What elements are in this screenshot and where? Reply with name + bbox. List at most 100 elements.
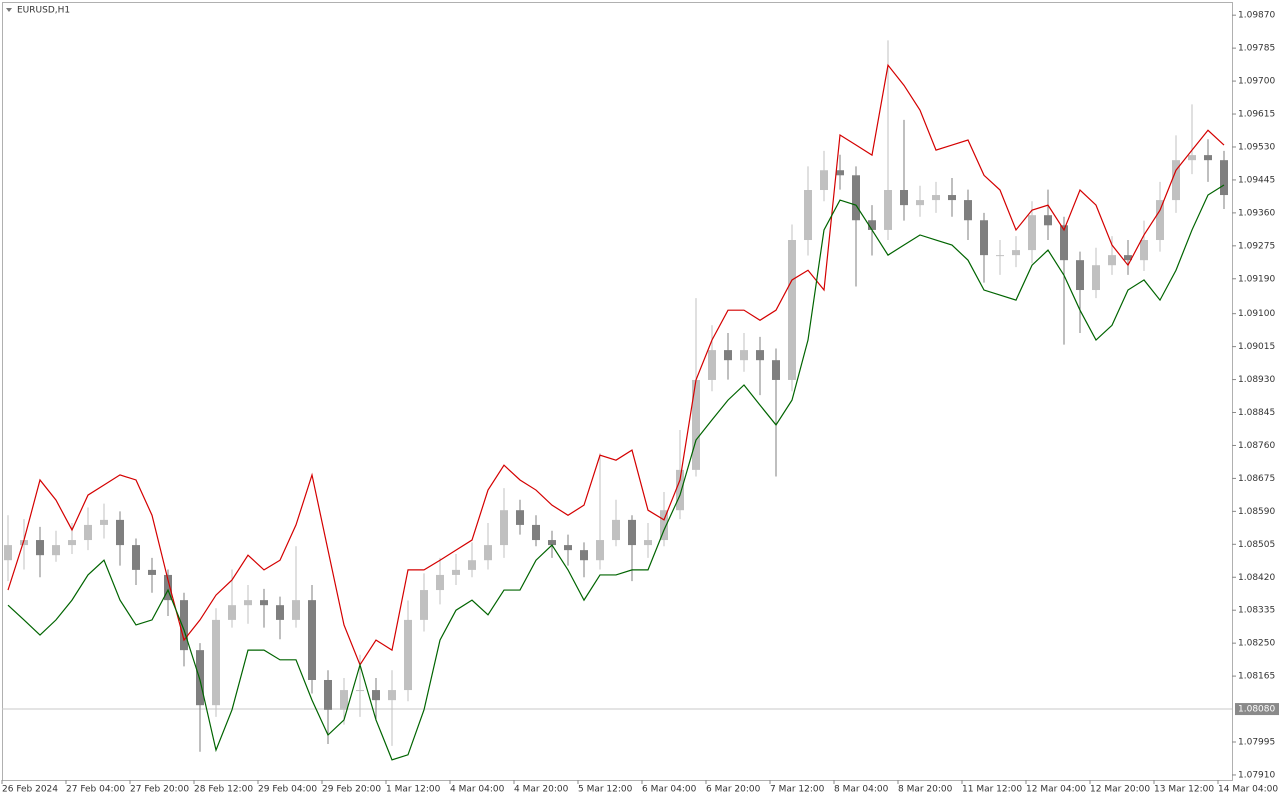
candle-body (884, 190, 892, 230)
candle-body (52, 545, 60, 556)
candle-body (324, 679, 332, 710)
y-tick-label: 1.09700 (1238, 77, 1275, 87)
candle-body (116, 519, 124, 546)
candle-body (484, 545, 492, 561)
candle-body (244, 600, 252, 606)
y-tick-label: 1.09100 (1238, 309, 1275, 319)
candle-body (1172, 160, 1180, 201)
candle-body (516, 510, 524, 525)
candle-body (948, 195, 956, 201)
y-tick-label: 1.09615 (1238, 110, 1275, 120)
candle-body (468, 560, 476, 570)
candle-body (292, 600, 300, 620)
candle-body (628, 519, 636, 546)
y-tick-label: 1.08675 (1238, 474, 1275, 484)
candle-body (612, 519, 620, 541)
y-tick-label: 1.07910 (1238, 770, 1275, 780)
candle-body (820, 170, 828, 191)
x-tick-label: 27 Feb 20:00 (130, 785, 189, 795)
y-tick-label: 1.09360 (1238, 208, 1275, 218)
candle-body (228, 605, 236, 620)
y-tick-label: 1.07995 (1238, 738, 1275, 748)
marks: 1.09870 1.09785 1.09700 1.09615 1.09530 1.094… (1, 11, 1279, 795)
candle-body (740, 350, 748, 361)
y-tick-label: 1.08845 (1238, 408, 1275, 418)
y-tick-label: 1.08590 (1238, 507, 1275, 517)
x-tick-label: 14 Mar 04:00 (1218, 785, 1278, 795)
candle-body (500, 510, 508, 546)
candle-body (1060, 225, 1068, 261)
candle-body (100, 519, 108, 525)
y-tick-label: 1.08335 (1238, 606, 1275, 616)
candle-body (20, 540, 28, 546)
y-tick-label: 1.08165 (1238, 672, 1275, 682)
candle-body (388, 690, 396, 701)
candle-body (436, 574, 444, 591)
candle-body (180, 600, 188, 651)
x-tick-label: 12 Mar 04:00 (1026, 785, 1086, 795)
y-tick-label: 1.08420 (1238, 573, 1275, 583)
candle-body (1140, 240, 1148, 261)
candle-body (804, 190, 812, 241)
candle-body (708, 350, 716, 380)
candle-body (692, 379, 700, 470)
candle-body (308, 600, 316, 680)
y-tick-label: 1.09785 (1238, 44, 1275, 54)
symbol-menu-icon[interactable] (6, 8, 12, 12)
candle-body (900, 190, 908, 206)
candle-body (260, 600, 268, 606)
y-tick-label: 1.08760 (1238, 441, 1275, 451)
candle-body (164, 574, 172, 601)
candle-body (1076, 260, 1084, 291)
x-tick-label: 29 Feb 20:00 (322, 785, 381, 795)
x-tick-label: 13 Mar 12:00 (1154, 785, 1214, 795)
candle-body (676, 469, 684, 511)
candle-body (68, 540, 76, 546)
x-tick-label: 4 Mar 20:00 (514, 785, 569, 795)
candle-body (84, 524, 92, 541)
y-tick-label: 1.09015 (1238, 342, 1275, 352)
candle-body (836, 170, 844, 176)
x-tick-label: 29 Feb 04:00 (258, 785, 317, 795)
candle-body (452, 569, 460, 575)
candle-body (868, 220, 876, 230)
indicator-line (7, 184, 1225, 761)
y-tick-label: 1.09870 (1238, 11, 1275, 21)
candle-body (1028, 215, 1036, 251)
x-tick-label: 6 Mar 20:00 (706, 785, 761, 795)
price-label-box (1235, 703, 1279, 716)
candle-body (980, 220, 988, 256)
candle-body (148, 569, 156, 575)
chart-title: EURUSD,H1 (17, 6, 70, 16)
candle-body (1124, 255, 1132, 261)
x-tick-label: 8 Mar 20:00 (898, 785, 953, 795)
candle-body (212, 619, 220, 706)
candle-body (4, 545, 12, 561)
candle-body (36, 540, 44, 556)
candle-body (1188, 155, 1196, 161)
x-tick-label: 11 Mar 12:00 (962, 785, 1022, 795)
indicator-line (7, 63, 1225, 667)
x-tick-label: 8 Mar 04:00 (834, 785, 889, 795)
y-tick-label: 1.08250 (1238, 639, 1275, 649)
y-tick-label: 1.09445 (1238, 175, 1275, 185)
candle-body (420, 590, 428, 620)
candle-body (1044, 215, 1052, 226)
candle-body (404, 619, 412, 691)
candle-body (756, 350, 764, 361)
candle-body (932, 195, 940, 201)
x-tick-label: 5 Mar 12:00 (578, 785, 633, 795)
candle-body (852, 175, 860, 221)
y-tick-label: 1.09275 (1238, 241, 1275, 251)
candle-body (1092, 265, 1100, 291)
x-tick-label: 4 Mar 04:00 (450, 785, 505, 795)
plot-frame (2, 2, 1233, 781)
candle-body (916, 200, 924, 206)
x-tick-label: 6 Mar 04:00 (642, 785, 697, 795)
candle-body (356, 690, 364, 692)
x-tick-label: 27 Feb 04:00 (66, 785, 125, 795)
y-tick-label: 1.08505 (1238, 540, 1275, 550)
